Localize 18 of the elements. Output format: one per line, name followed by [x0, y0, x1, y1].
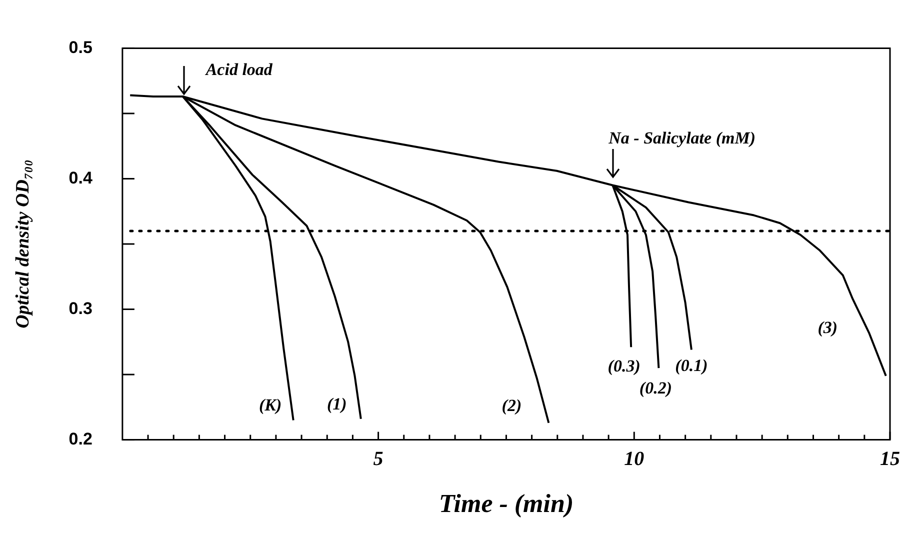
annotation: (K) — [259, 396, 282, 415]
annotation: (0.2) — [639, 378, 672, 398]
x-axis-title: Time - (min) — [438, 489, 574, 518]
y-tick-label: 0.4 — [68, 168, 93, 188]
y-tick-label: 0.3 — [68, 298, 92, 318]
y-axis-title: Optical density OD₇₀₀ — [12, 160, 34, 328]
x-tick-label: 5 — [373, 448, 384, 470]
annotation: (3) — [818, 318, 838, 338]
annotation: Acid load — [204, 60, 273, 79]
y-tick-label: 0.5 — [68, 38, 92, 57]
y-tick-label: 0.2 — [68, 429, 92, 448]
annotation: (0.1) — [675, 356, 708, 376]
annotation: (1) — [326, 394, 347, 414]
annotation: Na - Salicylate (mM) — [608, 128, 756, 148]
x-tick-label: 10 — [624, 448, 644, 470]
annotation: (0.3) — [608, 356, 640, 376]
annotation: (2) — [502, 396, 522, 416]
x-tick-label: 15 — [880, 448, 900, 470]
